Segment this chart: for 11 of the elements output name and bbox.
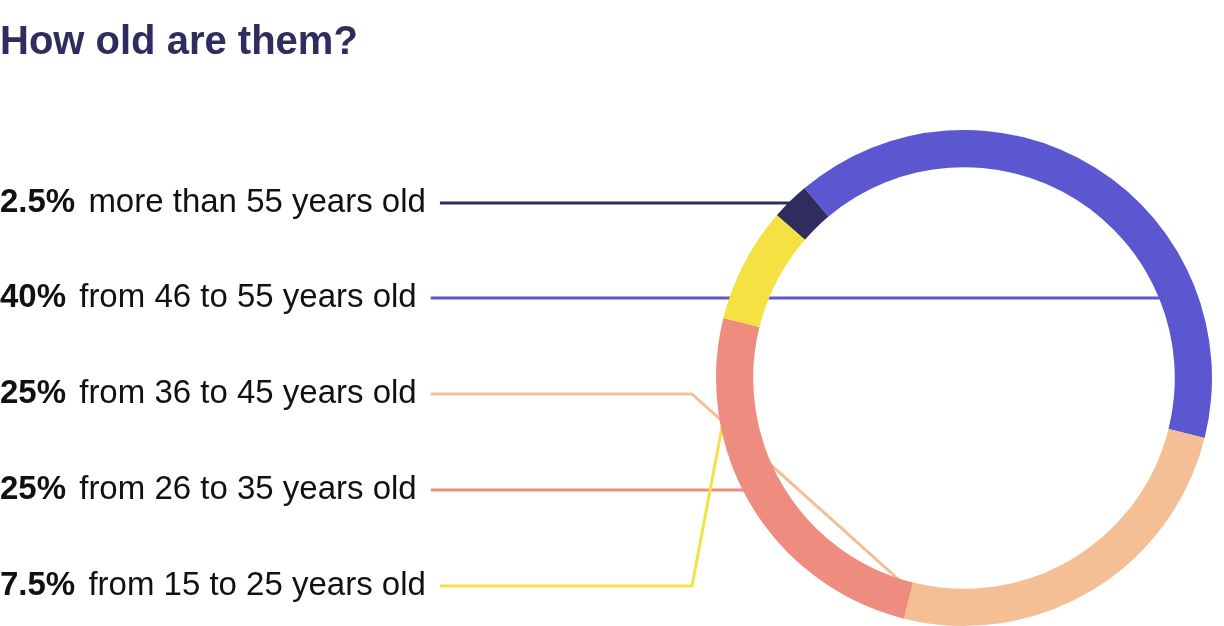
slice-label: from 15 to 25 years old (88, 565, 426, 603)
slice-label: from 46 to 55 years old (79, 277, 417, 315)
data-label: 25% (0, 469, 67, 507)
data-label: 2.5% (0, 182, 76, 220)
data-label: 7.5% (0, 565, 76, 603)
slice-label: from 26 to 35 years old (79, 469, 417, 507)
slice-label: from 36 to 45 years old (79, 373, 417, 411)
data-label: 25% (0, 373, 67, 411)
chart-title: How old are them? (0, 18, 358, 63)
data-label: 40% (0, 277, 67, 315)
slice-label: more than 55 years old (88, 182, 426, 220)
